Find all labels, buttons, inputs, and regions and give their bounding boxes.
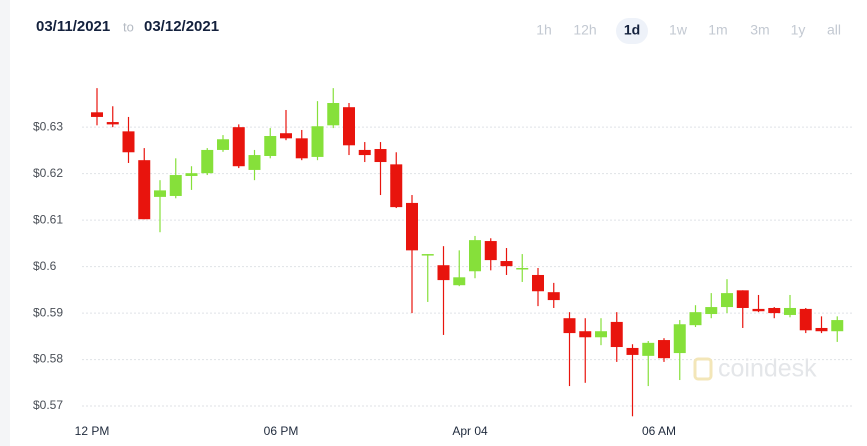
candle-body [484, 241, 497, 261]
range-button[interactable]: 1w [669, 22, 688, 38]
x-tick-label: Apr 04 [452, 424, 488, 438]
candle-body [406, 202, 418, 251]
candle-body [217, 139, 229, 150]
candle-body [421, 254, 434, 256]
range-button[interactable]: 1h [536, 22, 552, 38]
side-strip [0, 0, 10, 446]
candle-body [280, 133, 292, 139]
candle-body [248, 155, 261, 170]
candle-body [595, 331, 607, 338]
candle-body [721, 293, 733, 308]
candle-body [374, 149, 387, 163]
candle-body [343, 107, 355, 146]
candle-body [784, 307, 796, 315]
range-button[interactable]: 12h [573, 22, 596, 38]
candle-body [264, 136, 277, 156]
candle-body [169, 175, 182, 196]
range-button[interactable]: 3m [750, 22, 769, 38]
candle-body [138, 160, 151, 220]
candle-body [122, 131, 135, 153]
candle-body [689, 312, 702, 326]
watermark-logo [693, 357, 713, 381]
candle-body [437, 265, 450, 281]
date-from: 03/11/2021 [36, 18, 110, 35]
range-button[interactable]: 1m [708, 22, 727, 38]
candle-body [154, 190, 166, 197]
candle-body [469, 240, 481, 272]
x-tick-label: 12 PM [75, 424, 110, 438]
candle-body [532, 274, 544, 292]
y-tick-label: $0.61 [33, 212, 63, 226]
candle-body [579, 331, 592, 338]
candle-body [626, 347, 639, 355]
y-tick-label: $0.59 [33, 305, 63, 319]
candle-body [658, 340, 670, 359]
candle-body [453, 277, 466, 286]
candle-body [390, 164, 403, 208]
candle-body [736, 290, 749, 308]
candle-body [768, 307, 781, 314]
candle-body [610, 321, 623, 348]
x-tick-label: 06 AM [642, 424, 676, 438]
y-tick-label: $0.62 [33, 166, 63, 180]
candle-body [327, 103, 340, 126]
candle-body [232, 127, 245, 167]
y-tick-label: $0.6 [33, 259, 57, 273]
candle-body [815, 327, 828, 332]
date-separator: to [123, 19, 134, 34]
candle-body [642, 342, 655, 356]
candle-body [106, 122, 119, 125]
range-button[interactable]: all [827, 22, 841, 38]
candle-body [311, 126, 324, 157]
candle-body [799, 308, 812, 331]
range-highlight [616, 18, 648, 44]
watermark: coindesk [693, 355, 817, 383]
candle-body [563, 318, 576, 334]
range-button[interactable]: 1y [791, 22, 806, 38]
y-tick-label: $0.57 [33, 398, 63, 412]
candle-body [831, 320, 844, 332]
y-tick-label: $0.63 [33, 119, 63, 133]
candle-body [91, 112, 103, 117]
range-button[interactable]: 1d [624, 22, 640, 38]
candle-body [295, 138, 308, 159]
candle-body [547, 292, 560, 301]
date-to: 03/12/2021 [144, 18, 219, 35]
candle-body [673, 324, 686, 354]
watermark-text: coindesk [718, 355, 817, 383]
x-tick-label: 06 PM [264, 424, 299, 438]
candle-body [752, 308, 765, 312]
candle-body [516, 268, 529, 270]
candle-body [358, 149, 371, 156]
candle-body [705, 307, 718, 315]
candle-body [500, 261, 513, 267]
candle-body [185, 173, 198, 176]
candle-body [201, 149, 214, 174]
y-tick-label: $0.58 [33, 352, 63, 366]
